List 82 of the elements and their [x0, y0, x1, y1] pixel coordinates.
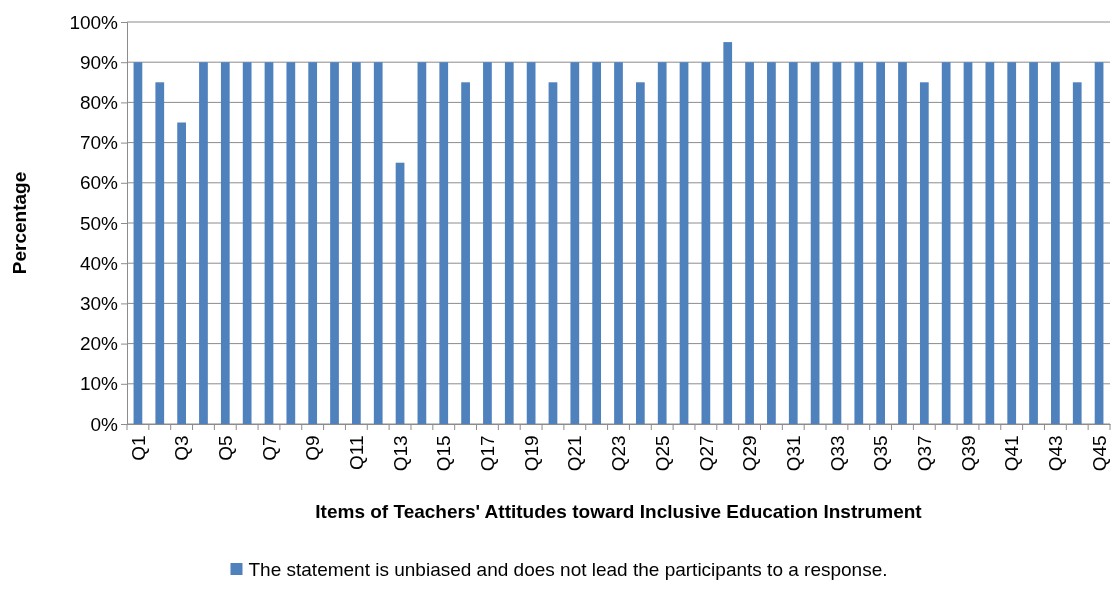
bar — [657, 62, 667, 424]
x-tick-label: Q13 — [389, 435, 411, 472]
y-tick-label: 50% — [79, 212, 119, 234]
x-tick-label: Q23 — [608, 435, 630, 472]
bar — [854, 62, 864, 424]
bar — [395, 162, 405, 424]
x-tick-label: Q43 — [1045, 435, 1067, 472]
x-tick-label: Q5 — [214, 435, 236, 461]
x-tick-label: Q31 — [782, 435, 804, 472]
bar — [308, 62, 318, 424]
y-axis-title: Percentage — [9, 171, 30, 275]
bar — [570, 62, 580, 424]
bar — [199, 62, 208, 424]
bar — [985, 62, 995, 424]
bar — [155, 82, 165, 424]
bar — [614, 62, 623, 424]
bar — [220, 62, 230, 424]
x-tick-label: Q3 — [171, 435, 193, 461]
y-tick-label: 70% — [79, 132, 119, 154]
x-tick-label: Q35 — [870, 435, 892, 472]
bar — [461, 82, 470, 424]
legend-label: The statement is unbiased and does not lead the participants to a response. — [248, 559, 888, 580]
bar — [963, 62, 973, 424]
bar — [745, 62, 754, 424]
bar — [242, 62, 252, 424]
x-tick-label: Q39 — [957, 435, 979, 472]
bar — [635, 82, 645, 424]
bar — [701, 62, 711, 424]
y-tick-label: 60% — [79, 172, 119, 194]
bar — [941, 62, 951, 424]
bar — [483, 62, 492, 424]
bar — [898, 62, 907, 424]
x-tick-label: Q11 — [346, 435, 368, 470]
x-axis-title: Items of Teachers' Attitudes toward Inclusive Education Instrument — [315, 501, 923, 522]
y-tick-label: 30% — [79, 292, 119, 314]
y-tick-label: 0% — [90, 413, 119, 435]
bar — [373, 62, 383, 424]
bar — [133, 62, 143, 424]
bar — [1029, 62, 1038, 424]
bar — [330, 62, 339, 424]
bar — [286, 62, 296, 424]
bar — [1051, 62, 1060, 424]
y-tick-label: 10% — [79, 373, 119, 395]
x-tick-label: Q7 — [258, 435, 280, 461]
bar — [832, 62, 842, 424]
bar — [876, 62, 885, 424]
bar — [1072, 82, 1082, 424]
x-tick-label: Q1 — [127, 435, 149, 461]
y-tick-label: 40% — [79, 252, 119, 274]
x-tick-label: Q37 — [913, 435, 935, 472]
bar — [1094, 62, 1104, 424]
bar — [919, 82, 929, 424]
bar — [810, 62, 820, 424]
bar — [548, 82, 558, 424]
x-tick-label: Q9 — [302, 435, 324, 461]
bar — [679, 62, 689, 424]
bar — [1007, 62, 1017, 424]
bar — [177, 122, 186, 424]
bar — [592, 62, 602, 424]
bar — [417, 62, 427, 424]
x-tick-label: Q21 — [564, 435, 586, 472]
x-tick-label: Q25 — [651, 435, 673, 472]
x-tick-label: Q29 — [739, 435, 761, 472]
bar — [526, 62, 536, 424]
x-tick-label: Q19 — [520, 435, 542, 472]
bar — [767, 62, 776, 424]
bar — [504, 62, 514, 424]
bar — [439, 62, 449, 424]
y-tick-label: 100% — [69, 11, 119, 33]
bar — [723, 42, 733, 424]
x-tick-label: Q17 — [477, 435, 499, 472]
bar — [352, 62, 361, 424]
bar — [788, 62, 798, 424]
x-tick-label: Q41 — [1001, 435, 1023, 472]
y-tick-label: 20% — [79, 333, 119, 355]
x-tick-label: Q15 — [433, 435, 455, 472]
x-tick-label: Q33 — [826, 435, 848, 472]
y-tick-label: 80% — [79, 91, 119, 113]
x-tick-label: Q45 — [1088, 435, 1110, 472]
x-tick-label: Q27 — [695, 435, 717, 472]
bar — [264, 62, 274, 424]
y-tick-label: 90% — [79, 51, 119, 73]
